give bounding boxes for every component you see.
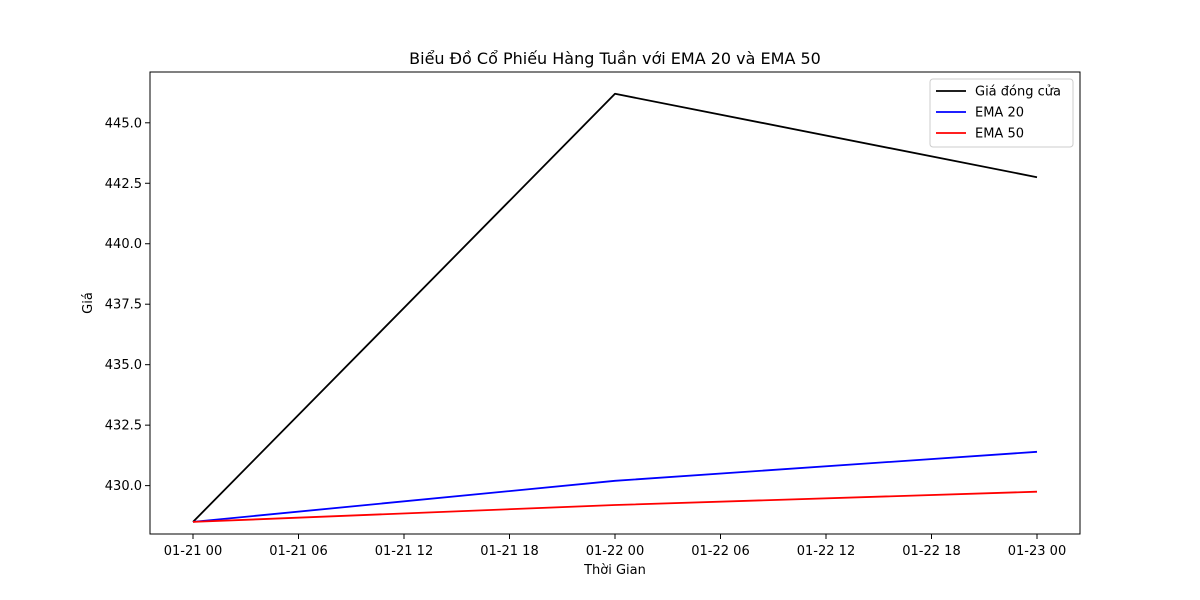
series-line bbox=[192, 92, 1038, 523]
x-tick-label: 01-22 18 bbox=[902, 544, 960, 559]
x-tick-label: 01-22 06 bbox=[691, 544, 749, 559]
series-line bbox=[192, 450, 1038, 523]
y-tick-label: 435.0 bbox=[105, 358, 142, 373]
x-tick-label: 01-22 12 bbox=[797, 544, 855, 559]
x-tick-label: 01-21 18 bbox=[480, 544, 538, 559]
x-tick-label: 01-21 06 bbox=[269, 544, 327, 559]
legend-label: Giá đóng cửa bbox=[975, 85, 1061, 100]
y-axis-label: Giá bbox=[81, 292, 96, 314]
legend: Giá đóng cửa EMA 20 EMA 50 bbox=[929, 78, 1074, 148]
x-tick-label: 01-23 00 bbox=[1008, 544, 1066, 559]
legend-label: EMA 20 bbox=[975, 106, 1024, 121]
legend-box bbox=[929, 78, 1074, 148]
y-tick-label: 432.5 bbox=[105, 419, 142, 434]
x-tick-label: 01-21 12 bbox=[375, 544, 433, 559]
y-tick-label: 445.0 bbox=[105, 116, 142, 131]
y-tick-label: 440.0 bbox=[105, 237, 142, 252]
x-axis-label: Thời Gian bbox=[583, 563, 646, 578]
y-tick-label: 430.0 bbox=[105, 479, 142, 494]
y-tick-label: 437.5 bbox=[105, 298, 142, 313]
y-axis: 430.0 432.5 435.0 437.5 440.0 442.5 445.0 bbox=[105, 116, 150, 494]
y-tick-label: 442.5 bbox=[105, 177, 142, 192]
chart-title: Biểu Đồ Cổ Phiếu Hàng Tuần với EMA 20 và… bbox=[409, 49, 821, 68]
legend-label: EMA 50 bbox=[975, 127, 1024, 142]
series-lines bbox=[192, 92, 1038, 523]
x-axis: 01-21 00 01-21 06 01-21 12 01-21 18 01-22 00… bbox=[164, 534, 1066, 559]
x-tick-label: 01-22 00 bbox=[586, 544, 644, 559]
x-tick-label: 01-21 00 bbox=[164, 544, 222, 559]
series-line bbox=[192, 490, 1038, 523]
